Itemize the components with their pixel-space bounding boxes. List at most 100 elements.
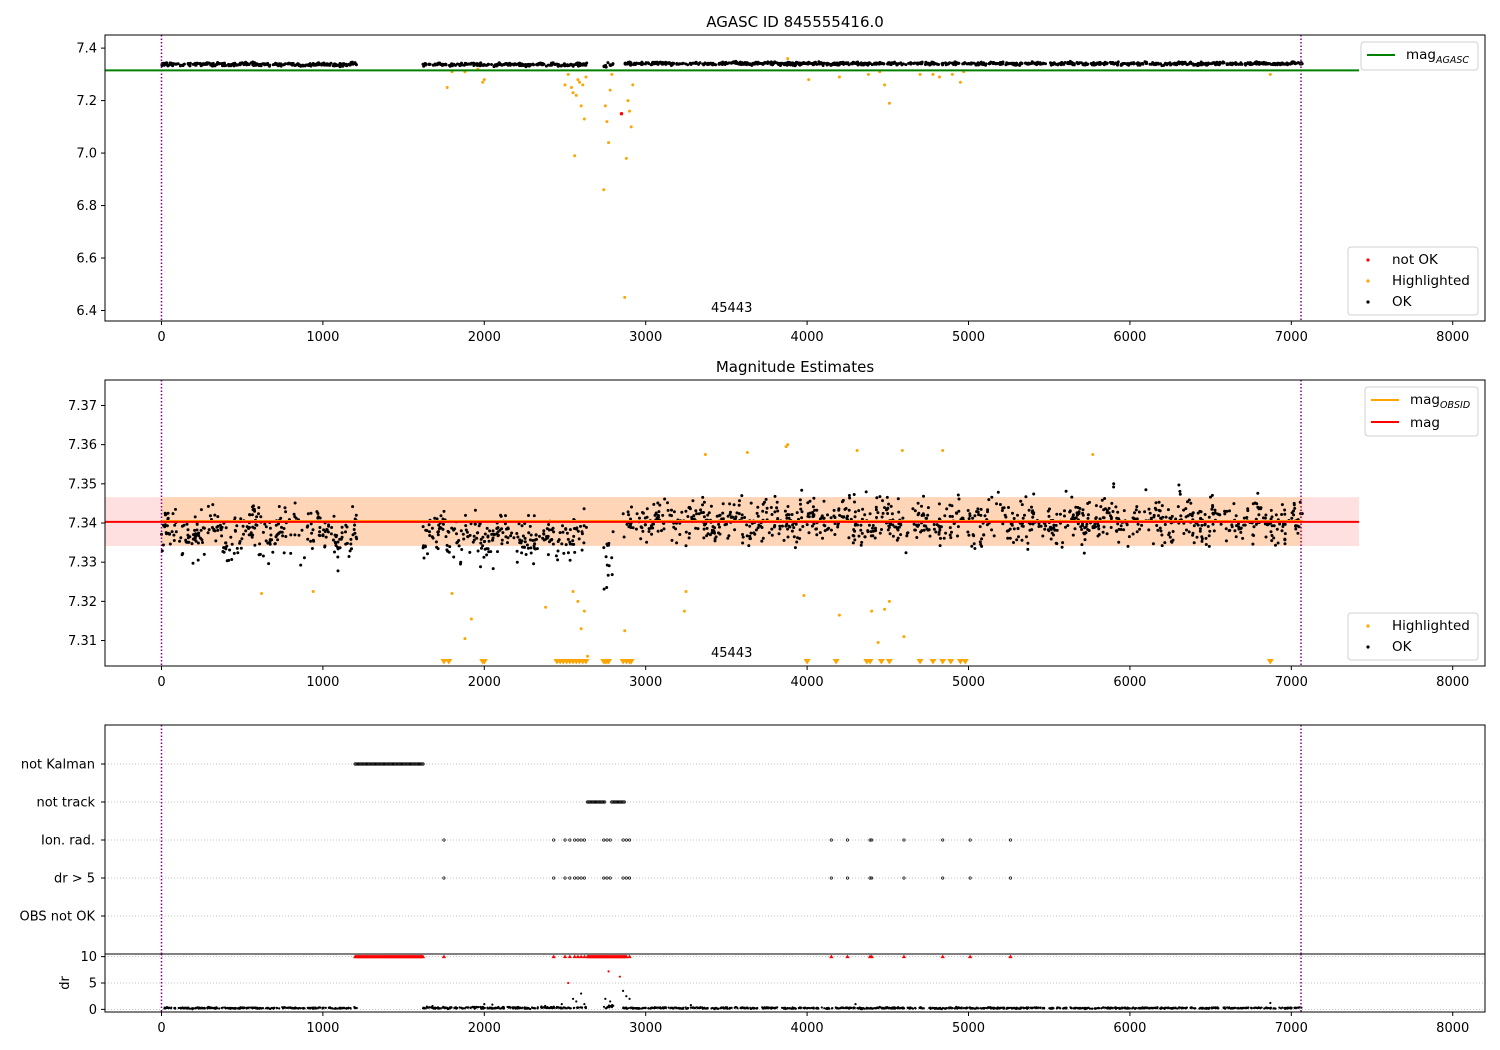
ok-point	[729, 515, 733, 519]
highlighted-point	[584, 75, 588, 79]
ok-point	[948, 533, 952, 537]
ok-point	[480, 1007, 483, 1010]
ok-point	[454, 63, 457, 67]
ok-point	[836, 61, 840, 65]
ok-point	[528, 538, 532, 542]
ok-point	[321, 534, 325, 538]
ok-point	[1091, 1007, 1094, 1010]
ok-point	[697, 62, 701, 66]
ok-point	[1012, 61, 1016, 65]
ok-point	[668, 513, 672, 517]
estimates-legend-points: Highlighted OK	[1347, 612, 1479, 661]
ok-point	[529, 533, 533, 537]
ok-point	[200, 1006, 203, 1010]
ok-point	[213, 513, 217, 517]
ok-point	[1085, 522, 1089, 526]
ok-point	[896, 536, 900, 540]
ok-point	[728, 1006, 732, 1009]
ok-point	[806, 501, 810, 505]
ok-point	[1226, 1006, 1229, 1009]
ok-point	[684, 509, 688, 513]
ok-point	[761, 536, 765, 540]
ok-point	[766, 60, 770, 64]
ok-point	[1015, 538, 1019, 542]
ok-point	[1167, 1006, 1170, 1009]
ok-point	[275, 1006, 278, 1009]
ok-point	[756, 514, 760, 518]
ok-point	[606, 61, 610, 65]
ok-point	[1105, 532, 1109, 536]
ok-point	[329, 1006, 332, 1009]
ok-point	[801, 525, 805, 528]
ok-point	[700, 511, 703, 515]
ok-point	[1189, 501, 1193, 505]
x-tick-label: 0	[157, 675, 165, 690]
ok-point	[253, 526, 257, 530]
ok-point	[220, 525, 224, 529]
ok-point	[897, 510, 901, 514]
ok-point	[718, 525, 721, 529]
ok-point	[1205, 63, 1209, 67]
agasc-axis-ticks: 0 1000 2000 3000 4000 5000 6000 7000 80006.46.66…	[76, 42, 1469, 345]
highlighted-point	[837, 613, 841, 617]
ok-point	[1137, 1007, 1140, 1010]
ok-point	[1283, 537, 1287, 541]
ok-point	[1011, 511, 1014, 515]
x-tick-label: 5000	[952, 330, 985, 345]
ok-point	[751, 1006, 754, 1010]
ok-point	[196, 558, 200, 562]
ok-point	[656, 529, 660, 533]
ok-point	[660, 61, 664, 65]
ok-point	[1109, 526, 1113, 529]
ok-point	[966, 530, 970, 534]
highlighted-point	[574, 93, 578, 97]
ok-point	[573, 550, 577, 554]
ok-point	[271, 550, 275, 554]
ok-point	[920, 61, 924, 65]
ok-point	[1083, 63, 1087, 67]
ok-point	[807, 531, 811, 535]
ok-point	[326, 530, 330, 534]
highlighted-point	[628, 109, 632, 113]
ok-point	[316, 515, 320, 519]
ok-point	[808, 499, 812, 503]
ok-point	[854, 61, 858, 65]
ok-point	[216, 515, 220, 519]
ok-point	[485, 526, 489, 530]
ok-point	[526, 546, 530, 550]
ok-point	[163, 511, 167, 515]
ok-point	[980, 1007, 983, 1010]
y-tick-label: 6.6	[76, 252, 97, 267]
ok-point	[520, 551, 524, 555]
ok-point	[518, 541, 522, 545]
ok-point	[1292, 501, 1296, 505]
ok-point	[240, 61, 244, 65]
x-tick-label: 4000	[791, 330, 824, 345]
ok-point	[211, 1006, 214, 1010]
ok-point	[435, 545, 439, 549]
ok-point	[1092, 61, 1096, 65]
ok-point	[846, 514, 849, 518]
ok-point	[937, 524, 941, 528]
highlighted-point	[610, 72, 614, 76]
ok-point	[299, 64, 303, 68]
ok-point	[1169, 63, 1173, 67]
ok-point	[207, 528, 211, 532]
ok-point	[1151, 542, 1155, 546]
ok-point	[891, 61, 895, 65]
ok-point	[1122, 528, 1126, 532]
ok-point	[1016, 513, 1019, 517]
ok-point	[606, 1005, 609, 1008]
ok-point	[808, 511, 812, 515]
ok-point	[464, 513, 467, 517]
ok-point	[805, 1007, 808, 1010]
ok-point	[976, 1007, 979, 1010]
ok-point	[794, 1007, 797, 1010]
ok-point	[422, 556, 426, 560]
ok-point	[915, 536, 919, 539]
ok-point	[729, 510, 732, 514]
ok-point	[1189, 60, 1193, 64]
ok-point	[1055, 542, 1059, 546]
ok-point	[1144, 488, 1148, 492]
ok-point	[254, 1006, 257, 1009]
